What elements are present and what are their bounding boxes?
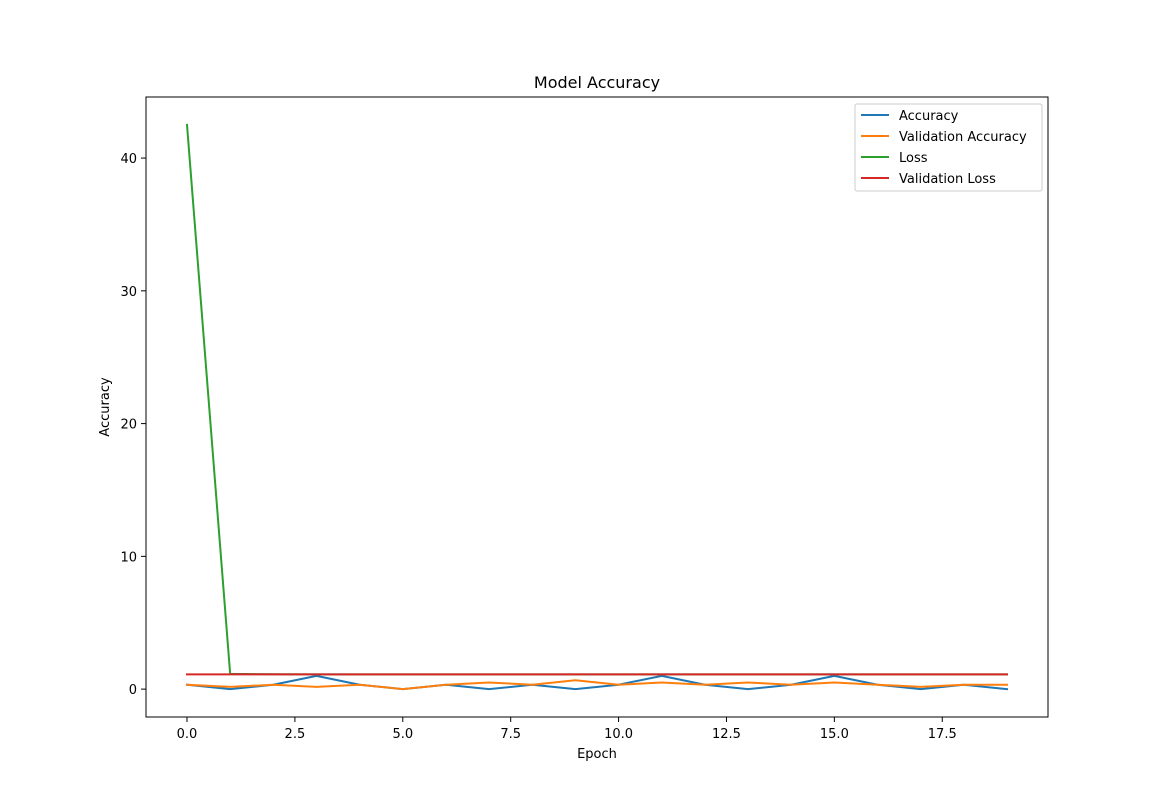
y-axis-ticks: 0 10 20 30 40 bbox=[120, 152, 146, 698]
y-tick-label: 40 bbox=[120, 152, 137, 167]
series-line-accuracy bbox=[185, 674, 1009, 691]
legend: Accuracy Validation Accuracy Loss Validatio… bbox=[854, 103, 1043, 192]
y-tick-label: 20 bbox=[120, 418, 137, 433]
x-tick-label: 12.5 bbox=[712, 727, 741, 742]
x-axis-ticks: 0.0 2.5 5.0 7.5 10.0 12.5 15.0 17.5 bbox=[177, 717, 957, 742]
series-line-validation-accuracy bbox=[185, 679, 1008, 691]
x-tick-label: 0.0 bbox=[177, 727, 198, 742]
plot-frame bbox=[145, 96, 1049, 718]
x-axis-label: Epoch bbox=[577, 747, 617, 762]
x-tick-label: 17.5 bbox=[928, 727, 957, 742]
legend-label-validation-loss: Validation Loss bbox=[899, 172, 996, 187]
x-tick-label: 15.0 bbox=[820, 727, 849, 742]
x-tick-label: 2.5 bbox=[285, 727, 306, 742]
x-tick-label: 10.0 bbox=[604, 727, 633, 742]
y-tick-label: 0 bbox=[129, 683, 137, 698]
legend-label-accuracy: Accuracy bbox=[899, 109, 959, 124]
x-tick-label: 7.5 bbox=[500, 727, 521, 742]
y-tick-label: 10 bbox=[120, 550, 137, 565]
y-tick-label: 30 bbox=[120, 285, 137, 300]
legend-box bbox=[854, 103, 1043, 192]
legend-label-validation-accuracy: Validation Accuracy bbox=[899, 130, 1027, 145]
chart-title: Model Accuracy bbox=[534, 73, 660, 92]
x-tick-label: 5.0 bbox=[392, 727, 413, 742]
y-axis-label: Accuracy bbox=[98, 377, 113, 437]
series-layer bbox=[185, 123, 1009, 691]
legend-label-loss: Loss bbox=[899, 151, 928, 166]
